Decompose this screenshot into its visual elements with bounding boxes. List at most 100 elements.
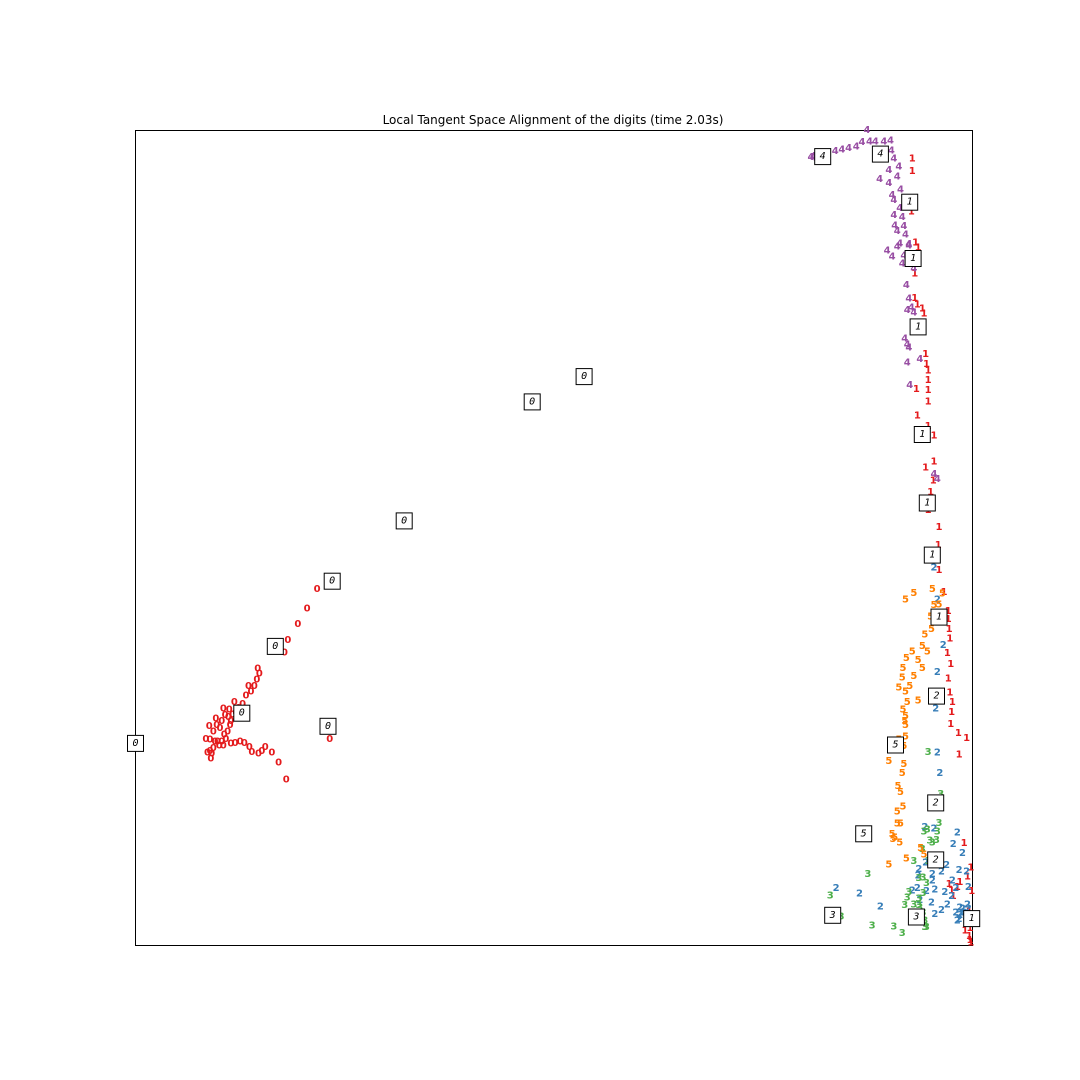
thumbnail-digit: 5 (861, 828, 867, 839)
digit-thumbnail: 0 (523, 393, 541, 411)
digit-point-4: 4 (903, 280, 910, 291)
digit-point-4: 4 (832, 146, 839, 157)
digit-point-0: 0 (239, 699, 246, 710)
thumbnail-digit: 0 (401, 515, 407, 526)
digit-point-0: 0 (210, 727, 217, 738)
digit-thumbnail: 2 (927, 851, 945, 869)
digit-point-4: 4 (904, 339, 911, 350)
digit-point-1: 1 (921, 308, 928, 319)
digit-point-3: 3 (933, 835, 940, 846)
digit-point-4: 4 (904, 305, 911, 316)
digit-point-3: 3 (929, 837, 936, 848)
digit-point-4: 4 (905, 294, 912, 305)
digit-point-3: 3 (901, 900, 908, 911)
digit-point-3: 3 (910, 856, 917, 867)
digit-point-1: 1 (922, 462, 929, 473)
digit-point-0: 0 (208, 749, 215, 760)
thumbnail-digit: 0 (581, 371, 587, 382)
digit-point-5: 5 (885, 859, 892, 870)
digit-point-0: 0 (207, 735, 214, 746)
digit-point-0: 0 (241, 738, 248, 749)
digit-point-3: 3 (920, 872, 927, 883)
digit-point-2: 2 (965, 882, 972, 893)
digit-point-0: 0 (225, 712, 232, 723)
digit-point-1: 1 (925, 396, 932, 407)
digit-point-1: 1 (930, 476, 937, 487)
thumbnail-box (395, 512, 413, 530)
digit-point-5: 5 (928, 624, 935, 635)
digit-point-4: 4 (899, 212, 906, 223)
digit-point-4: 4 (890, 154, 897, 165)
digit-point-4: 4 (891, 220, 898, 231)
digit-point-1: 1 (925, 365, 932, 376)
digit-point-3: 3 (905, 887, 912, 898)
chart-title: Local Tangent Space Alignment of the dig… (383, 113, 724, 127)
digit-point-0: 0 (248, 687, 255, 698)
digit-point-1: 1 (963, 733, 970, 744)
digit-thumbnail: 0 (323, 572, 341, 590)
digit-point-0: 0 (224, 727, 231, 738)
digit-point-5: 5 (921, 850, 928, 861)
thumbnail-box (233, 704, 251, 722)
digit-point-5: 5 (885, 756, 892, 767)
series-0: 0000000000000000000000000000000000000000… (202, 584, 333, 786)
digit-point-3: 3 (827, 890, 834, 901)
digit-point-4: 4 (906, 380, 913, 391)
thumbnail-digit: 2 (933, 797, 939, 808)
digit-point-5: 5 (910, 588, 917, 599)
digit-point-2: 2 (934, 667, 941, 678)
digit-point-4: 4 (908, 303, 915, 314)
thumbnail-box (901, 193, 919, 211)
digit-point-2: 2 (936, 768, 943, 779)
digit-point-1: 1 (936, 565, 943, 576)
digit-point-0: 0 (220, 740, 227, 751)
digit-point-5: 5 (900, 663, 907, 674)
digit-point-4: 4 (897, 185, 904, 196)
digit-point-4: 4 (931, 469, 938, 480)
digit-point-0: 0 (258, 746, 265, 757)
thumbnail-box (887, 736, 904, 754)
thumbnail-box (930, 608, 948, 626)
digit-point-1: 1 (955, 728, 962, 739)
digit-point-0: 0 (281, 647, 288, 658)
digit-point-5: 5 (896, 837, 903, 848)
digit-point-2: 2 (944, 899, 951, 910)
digit-point-1: 1 (961, 838, 968, 849)
digit-point-2: 2 (915, 871, 922, 882)
digit-point-0: 0 (214, 736, 221, 747)
digit-point-3: 3 (934, 827, 941, 838)
digit-point-1: 1 (967, 923, 974, 934)
digit-point-0: 0 (207, 753, 214, 764)
digit-point-1: 1 (912, 238, 919, 249)
thumbnail-digit: 1 (969, 913, 975, 924)
digit-point-0: 0 (253, 674, 260, 685)
digit-point-0: 0 (254, 664, 261, 675)
digit-point-1: 1 (945, 674, 952, 685)
digit-point-2: 2 (932, 704, 939, 715)
digit-point-0: 0 (204, 748, 211, 759)
digit-point-1: 1 (950, 891, 957, 902)
digit-point-4: 4 (894, 226, 901, 237)
digit-thumbnail: 2 (928, 687, 945, 705)
points-layer: 0000000000000000000000000000000000000000… (202, 125, 975, 949)
digit-point-2: 2 (916, 895, 923, 906)
digit-thumbnail: 1 (904, 250, 922, 267)
digit-point-0: 0 (221, 730, 228, 741)
thumbnail-digit: 4 (820, 151, 826, 162)
digit-point-4: 4 (896, 203, 903, 214)
digit-point-1: 1 (914, 299, 921, 310)
digit-point-0: 0 (218, 736, 225, 747)
digit-point-5: 5 (903, 653, 910, 664)
digit-point-2: 2 (956, 910, 963, 921)
digit-point-1: 1 (911, 268, 918, 279)
digit-point-4: 4 (880, 136, 887, 147)
digit-point-4: 4 (890, 195, 897, 206)
digit-point-3: 3 (923, 922, 930, 933)
digit-point-5: 5 (902, 711, 909, 722)
digit-point-5: 5 (917, 843, 924, 854)
thumbnail-digit: 3 (912, 912, 919, 923)
digit-point-1: 1 (967, 935, 974, 946)
thumbnail-box (575, 368, 593, 386)
